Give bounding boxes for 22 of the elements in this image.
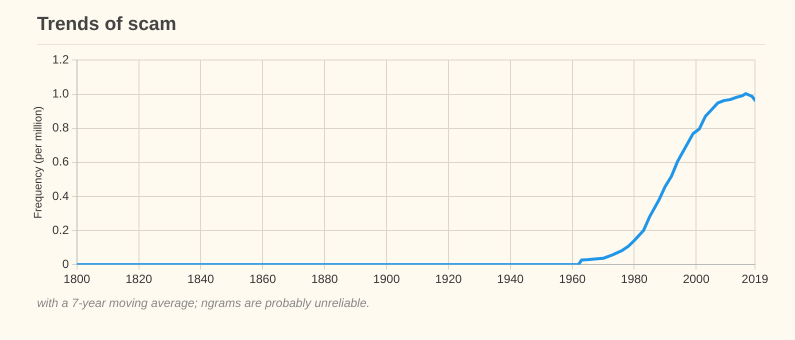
x-tick-label: 1820 <box>125 272 152 286</box>
y-tick-label: 0.4 <box>52 188 70 203</box>
y-tick-label: 0.6 <box>52 154 70 169</box>
x-tick-label: 2000 <box>682 272 710 286</box>
y-tick-label: 0 <box>62 256 70 271</box>
y-tick-label: 1.0 <box>52 86 70 101</box>
chart-title: Trends of scam <box>37 14 765 45</box>
x-tick-label: 1900 <box>373 272 400 286</box>
x-tick-label: 1860 <box>249 272 276 286</box>
y-tick-label: 0.8 <box>52 120 70 135</box>
y-axis-title: Frequency (per million) <box>32 106 45 219</box>
y-tick-label: 0.2 <box>52 222 70 237</box>
x-tick-label: 1920 <box>435 272 462 286</box>
x-tick-label: 1960 <box>558 272 586 286</box>
x-tick-label: 2019 <box>742 272 769 286</box>
x-tick-label: 1880 <box>311 272 338 286</box>
y-tick-label: 1.2 <box>52 52 70 67</box>
x-tick-label: 1940 <box>497 272 524 286</box>
x-tick-label: 1980 <box>620 272 648 286</box>
x-tick-label: 1800 <box>64 272 91 286</box>
x-tick-label: 1840 <box>187 272 214 286</box>
text: with a 7-year moving average; ngrams are probably unreliable. <box>37 296 370 310</box>
